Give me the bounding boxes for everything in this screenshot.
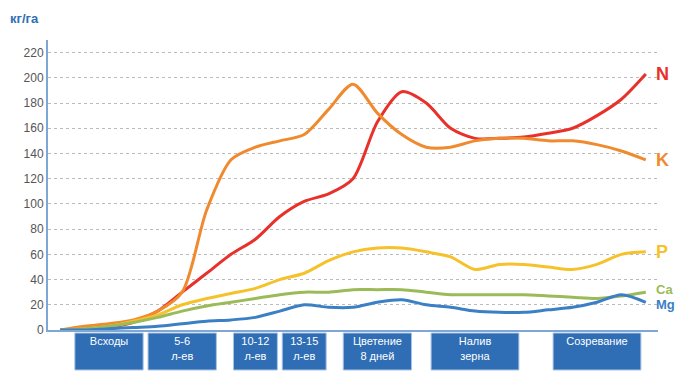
svg-text:200: 200 (24, 71, 44, 85)
svg-text:180: 180 (24, 96, 44, 110)
svg-text:Всходы: Всходы (90, 335, 129, 347)
svg-text:160: 160 (24, 121, 44, 135)
svg-text:Mg: Mg (656, 297, 675, 312)
svg-text:80: 80 (30, 222, 44, 236)
svg-text:10-12л-ев: 10-12л-ев (241, 335, 269, 361)
svg-text:220: 220 (24, 46, 44, 60)
svg-text:13-15л-ев: 13-15л-ев (290, 335, 318, 361)
svg-text:40: 40 (30, 273, 44, 287)
svg-text:Наливзерна: Наливзерна (459, 335, 492, 361)
svg-text:120: 120 (24, 172, 44, 186)
svg-text:P: P (656, 242, 668, 262)
svg-text:Цветение8 дней: Цветение8 дней (353, 335, 402, 361)
svg-text:20: 20 (30, 298, 44, 312)
svg-text:N: N (656, 64, 669, 84)
svg-text:кг/га: кг/га (10, 11, 39, 26)
svg-text:0: 0 (37, 323, 44, 337)
svg-text:Ca: Ca (656, 282, 673, 297)
svg-text:100: 100 (24, 197, 44, 211)
svg-text:K: K (656, 150, 669, 170)
svg-text:60: 60 (30, 248, 44, 262)
svg-text:Созревание: Созревание (566, 335, 627, 347)
svg-text:5-6л-ев: 5-6л-ев (171, 335, 193, 361)
svg-text:140: 140 (24, 147, 44, 161)
